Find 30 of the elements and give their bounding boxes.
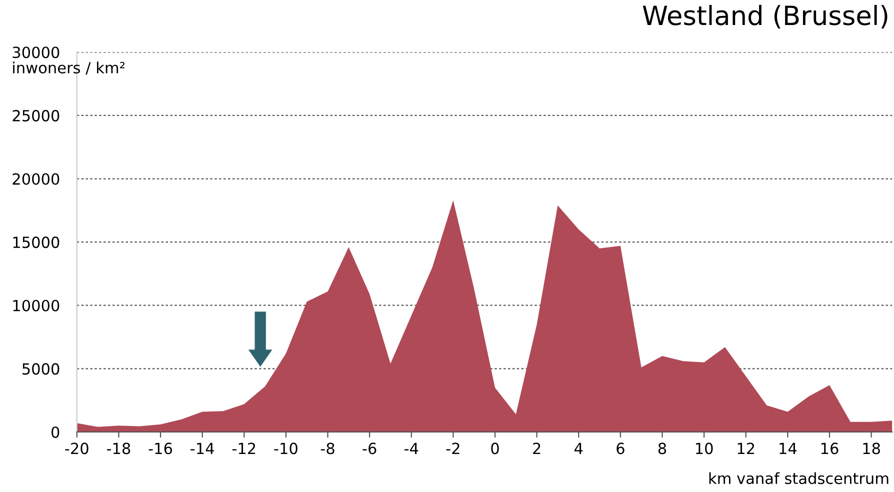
x-tick-label: 4 xyxy=(574,442,583,454)
x-tick-label: 6 xyxy=(616,442,624,454)
x-tick-label: -16 xyxy=(148,442,172,454)
y-tick-label: 0 xyxy=(52,426,60,438)
y-tick-label: 10000 xyxy=(13,300,60,312)
y-tick-label: 20000 xyxy=(12,173,60,185)
x-tick-label: -4 xyxy=(404,442,418,454)
x-tick-label: -8 xyxy=(320,442,334,454)
x-tick-label: -6 xyxy=(362,442,376,454)
x-tick-label: 10 xyxy=(696,442,713,454)
y-tick-label: 15000 xyxy=(13,236,60,248)
x-tick-label: 14 xyxy=(780,442,797,454)
x-tick-label: 8 xyxy=(658,442,666,454)
y-tick-label: 30000 xyxy=(12,46,60,58)
x-tick-label: -2 xyxy=(446,442,460,454)
chart-title: Westland (Brussel) xyxy=(642,4,888,28)
x-tick-label: -18 xyxy=(106,442,130,454)
x-tick-label: -14 xyxy=(190,442,214,454)
x-tick-label: -10 xyxy=(274,442,298,454)
y-axis-title: inwoners / km² xyxy=(13,62,125,75)
y-tick-label: 5000 xyxy=(22,363,60,375)
x-tick-label: -12 xyxy=(232,442,256,454)
x-tick-label: 16 xyxy=(821,442,838,454)
x-tick-label: -20 xyxy=(65,442,88,454)
x-tick-label: 18 xyxy=(863,442,880,454)
x-tick-label: 2 xyxy=(533,442,540,454)
x-tick-label: 0 xyxy=(491,442,499,454)
x-tick-label: 12 xyxy=(738,442,754,454)
x-axis-title: km vanaf stadscentrum xyxy=(709,472,888,484)
y-tick-label: 25000 xyxy=(12,110,60,122)
